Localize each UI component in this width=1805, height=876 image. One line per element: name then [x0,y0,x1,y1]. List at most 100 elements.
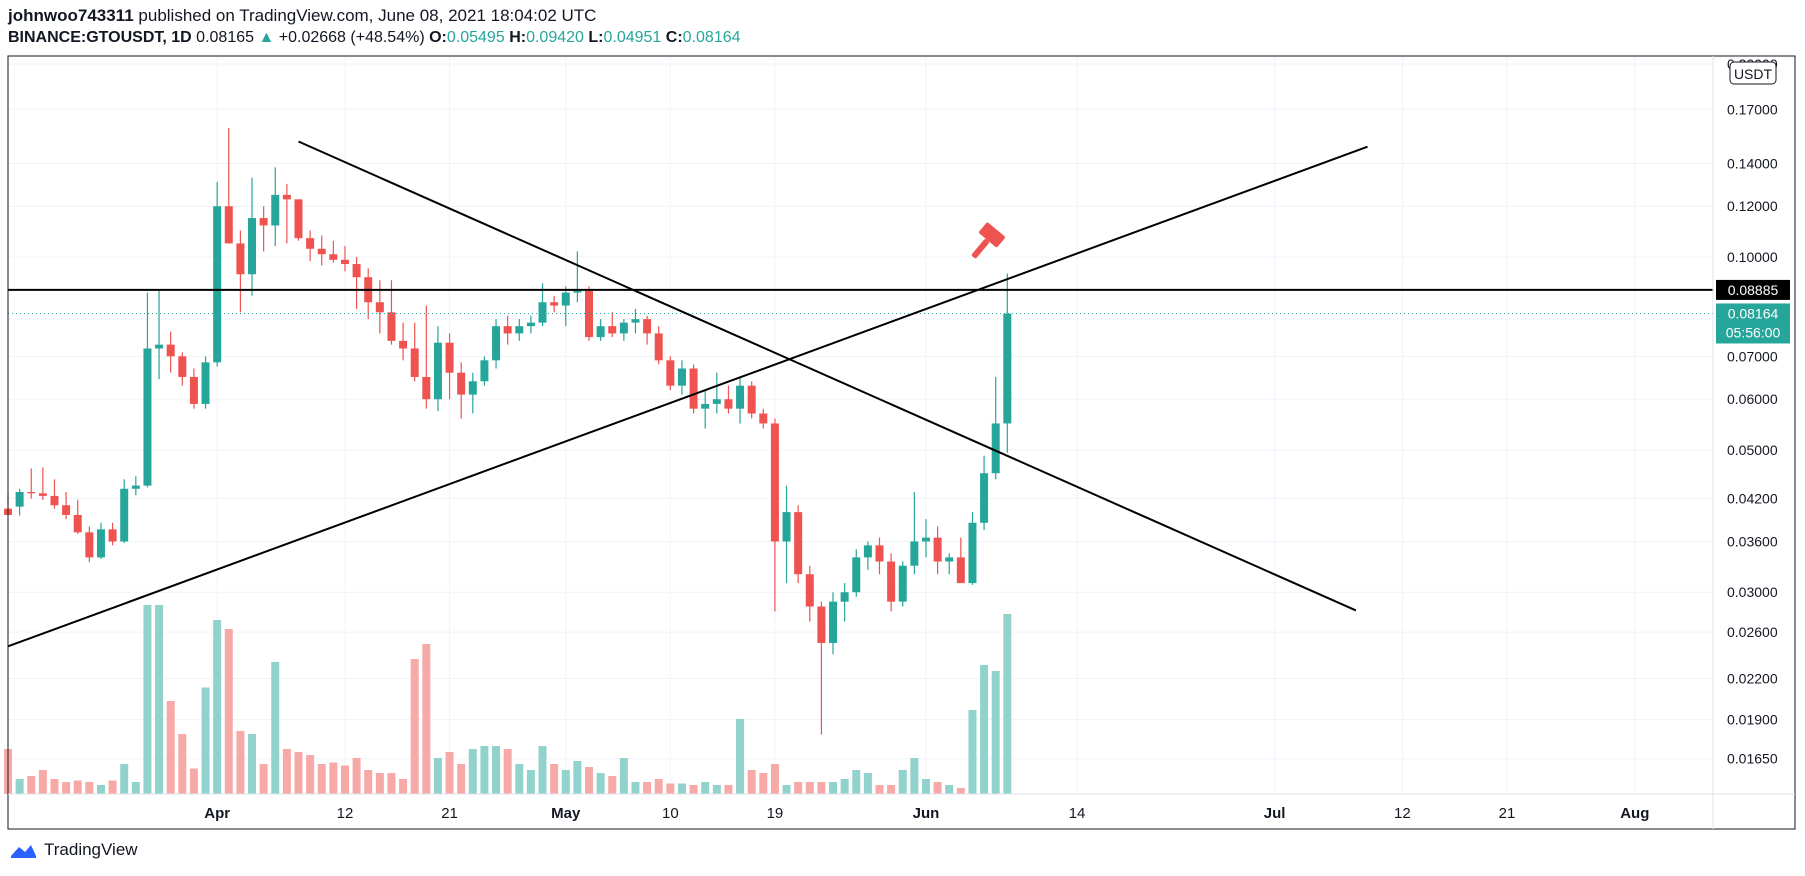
brand-text: TradingView [44,840,138,859]
candle-body [631,319,640,323]
candle-body [457,372,466,395]
volume-bar [945,785,954,794]
y-tick-label: 0.03000 [1727,584,1778,600]
volume-bar [724,785,733,794]
trendline [7,145,1368,648]
y-tick-label: 0.01900 [1727,711,1778,727]
author-name[interactable]: johnwoo743311 [8,6,134,25]
last-price-text: 0.08164 [1728,305,1779,321]
volume-bar [829,782,838,794]
candle-body [875,545,884,562]
volume-bar [701,782,710,794]
horizontal-line-price-text: 0.08885 [1728,282,1779,298]
candle-body [468,381,477,395]
candle-body [306,238,315,249]
y-tick-label: 0.04200 [1727,491,1778,507]
y-tick-label: 0.06000 [1727,391,1778,407]
volume-bar [863,773,872,794]
gavel-handle [971,239,989,259]
x-tick-label: 12 [1394,805,1411,822]
candle-body [480,360,489,382]
volume-bar [887,785,896,794]
change-arrow-icon: ▲ [258,29,275,46]
volume-bar [271,662,280,794]
volume-bar [980,665,989,794]
candle-body [271,194,280,226]
candle-body [550,302,559,306]
y-tick-label: 0.12000 [1727,198,1778,214]
volume-bar [608,776,617,794]
symbol-legend: BINANCE:GTOUSDT, 1D 0.08165 ▲ +0.02668 (… [8,29,741,47]
volume-bar [457,764,466,794]
candle-body [956,557,965,584]
volume-bar [596,773,605,794]
volume-bar [329,762,338,794]
candle-body [515,326,524,334]
candle-body [608,326,617,334]
candle-body [736,385,745,409]
candle-body [50,495,59,506]
candle-body [817,606,826,643]
open-label: O: [429,29,447,46]
volume-bar [236,731,245,794]
candle-body [352,264,361,278]
volume-bar [573,761,582,794]
volume-bar [515,764,524,794]
close-value: 0.08164 [682,29,741,46]
price-change: +0.02668 (+48.54%) [278,29,425,46]
volume-bar [968,710,977,794]
candle-body [387,312,396,341]
currency-box [1729,61,1777,85]
volume-bar [736,719,745,794]
candle-body [573,291,582,293]
x-tick-label: 21 [441,805,458,822]
horizontal-line-price-tag [1716,279,1790,300]
candle-body [15,491,24,507]
candle-body [538,302,547,323]
volume-bar [666,783,675,794]
candle-body [829,601,838,643]
x-tick-label: May [551,805,581,822]
volume-bar [747,770,756,794]
candle-body [248,218,257,275]
candle-body [189,376,198,404]
candle-body [596,326,605,338]
candle-body [201,362,210,404]
candle-body [619,322,628,334]
volume-bar [689,785,698,794]
volume-bar [956,788,965,794]
volume-bar [770,764,779,794]
volume-bar [585,767,593,794]
volume-bar [619,758,628,794]
candle-body [887,561,896,602]
candle-body [968,522,977,584]
candle-body [96,529,105,558]
volume-bar [143,605,152,794]
y-tick-label: 0.07000 [1727,348,1778,364]
candle-body [526,322,535,327]
candle-body [492,326,501,361]
candle-body [224,206,233,244]
volume-bar [538,746,547,794]
volume-bar [375,773,384,794]
low-label: L: [588,29,604,46]
volume-bar [898,770,907,794]
candle-body [759,413,768,424]
volume-bar [933,782,942,794]
volume-bar [178,734,187,794]
currency-label: USDT [1734,66,1773,82]
candle-body [585,291,593,338]
chart-axes: 0.200000.170000.140000.120000.100000.080… [7,55,1796,830]
candle-body [445,342,454,373]
volume-bar [108,780,117,794]
candle-body [340,259,349,265]
high-label: H: [509,29,527,46]
open-value: 0.05495 [446,29,505,46]
tradingview-logo[interactable]: TradingView [8,840,138,860]
y-tick-label: 0.01650 [1727,751,1778,767]
candle-body [991,423,1000,474]
chart-grid [8,56,1713,794]
volume-bar [201,687,210,794]
volume-bar [782,785,791,794]
